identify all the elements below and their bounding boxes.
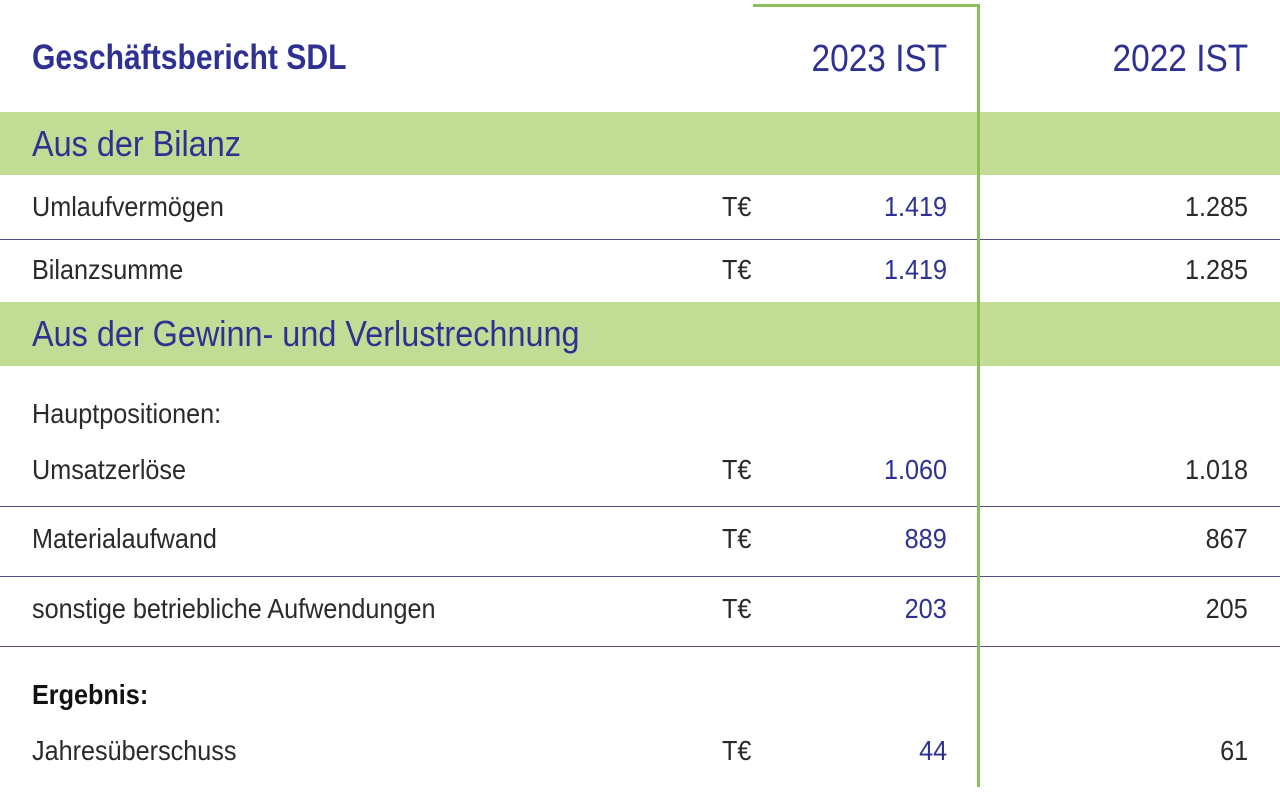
row-label: Jahresüberschuss	[32, 735, 237, 766]
row-unit: T€	[722, 735, 752, 766]
row-divider	[0, 576, 1280, 577]
row-value-2023: 44	[918, 735, 947, 766]
row-unit: T€	[722, 523, 752, 554]
row-label: Materialaufwand	[32, 523, 217, 554]
section-title-bilanz: Aus der Bilanz	[32, 123, 241, 164]
column-2023-top-border	[753, 4, 979, 7]
table-row: sonstige betriebliche Aufwendungen T€ 20…	[0, 577, 1280, 646]
section-title-guv: Aus der Gewinn- und Verlustrechnung	[32, 313, 580, 354]
row-unit: T€	[722, 593, 752, 624]
row-value-2023: 203	[904, 593, 947, 624]
column-2023-right-border	[977, 4, 980, 787]
report-title: Geschäftsbericht SDL	[32, 38, 347, 77]
row-value-2022: 61	[1219, 735, 1248, 766]
row-divider	[0, 239, 1280, 240]
table-row: Jahresüberschuss T€ 44 61	[0, 723, 1280, 787]
row-divider	[0, 506, 1280, 507]
row-value-2023: 1.419	[883, 191, 947, 222]
row-value-2022: 1.018	[1184, 454, 1248, 485]
row-label: Umlaufvermögen	[32, 191, 224, 222]
table-header: Geschäftsbericht SDL 2023 IST 2022 IST	[0, 0, 1280, 112]
section-band-bilanz: Aus der Bilanz	[0, 112, 1280, 175]
column-header-2022: 2022 IST	[1112, 38, 1248, 80]
row-value-2023: 1.060	[883, 454, 947, 485]
subheading-ergebnis: Ergebnis:	[32, 679, 149, 710]
row-value-2022: 867	[1205, 523, 1248, 554]
row-unit: T€	[722, 254, 752, 285]
table-row: Umlaufvermögen T€ 1.419 1.285	[0, 175, 1280, 239]
subheading-row: Ergebnis:	[0, 647, 1280, 723]
subheading-hauptpositionen: Hauptpositionen:	[32, 398, 222, 429]
table-row: Bilanzsumme T€ 1.419 1.285	[0, 240, 1280, 302]
row-label: Bilanzsumme	[32, 254, 184, 285]
row-unit: T€	[722, 191, 752, 222]
row-label: Umsatzerlöse	[32, 454, 187, 485]
row-value-2022: 1.285	[1184, 191, 1248, 222]
row-label: sonstige betriebliche Aufwendungen	[32, 593, 436, 624]
row-value-2023: 889	[904, 523, 947, 554]
subheading-row: Hauptpositionen:	[0, 366, 1280, 442]
table-row: Umsatzerlöse T€ 1.060 1.018	[0, 442, 1280, 506]
row-value-2022: 205	[1205, 593, 1248, 624]
section-band-guv: Aus der Gewinn- und Verlustrechnung	[0, 302, 1280, 366]
row-divider	[0, 646, 1280, 647]
row-unit: T€	[722, 454, 752, 485]
row-value-2023: 1.419	[883, 254, 947, 285]
column-header-2023: 2023 IST	[811, 38, 947, 80]
row-value-2022: 1.285	[1184, 254, 1248, 285]
table-row: Materialaufwand T€ 889 867	[0, 507, 1280, 576]
